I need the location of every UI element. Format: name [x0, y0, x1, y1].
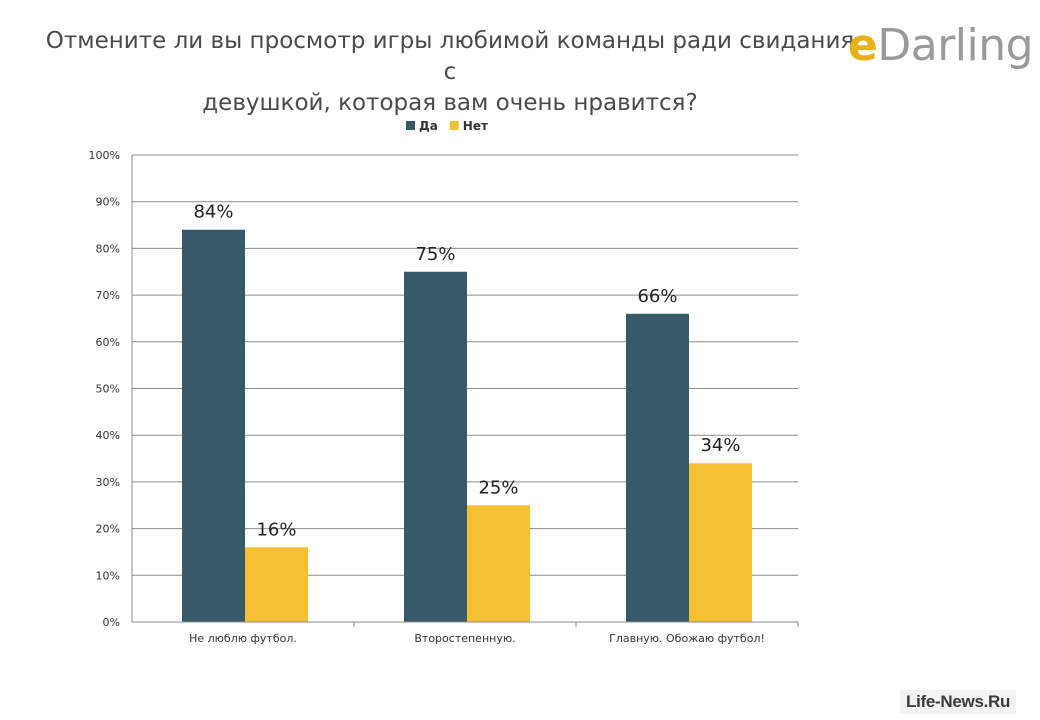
legend-label-da: Да — [419, 119, 438, 133]
chart-title-line-2: девушкой, которая вам очень нравится? — [202, 90, 698, 116]
edarling-logo: eDarling — [848, 20, 1034, 71]
y-tick-label: 100% — [89, 149, 120, 162]
legend-swatch-da — [406, 121, 415, 130]
y-tick-label: 40% — [96, 429, 120, 442]
y-tick-label: 20% — [96, 523, 120, 536]
data-label: 16% — [256, 519, 296, 540]
y-tick-label: 90% — [96, 196, 120, 209]
bar-net-1 — [245, 547, 308, 622]
legend-swatch-net — [449, 121, 459, 130]
legend: Да Нет — [406, 119, 488, 133]
y-tick-label: 80% — [96, 242, 120, 255]
legend-label-net: Нет — [463, 119, 488, 133]
bar-net-2 — [467, 505, 530, 622]
y-tick-label: 30% — [96, 476, 120, 489]
data-labels: 84% 16% 75% 25% 66% 34% — [193, 202, 740, 541]
x-axis: Не люблю футбол. Второстепенную. Главную. … — [131, 155, 799, 645]
data-label: 25% — [478, 477, 518, 498]
x-category-label: Не люблю футбол. — [189, 632, 297, 645]
y-tick-label: 70% — [96, 289, 120, 302]
data-label: 66% — [637, 286, 677, 307]
y-tick-label: 50% — [96, 383, 120, 396]
y-tick-label: 0% — [103, 616, 120, 629]
bars — [182, 229, 752, 622]
logo-rest: Darling — [877, 20, 1034, 71]
data-label: 34% — [700, 435, 740, 456]
x-category-label: Главную. Обожаю футбол! — [609, 632, 765, 645]
y-tick-label: 60% — [96, 336, 120, 349]
data-label: 75% — [415, 244, 455, 265]
chart-title-line-1: Отмените ли вы просмотр игры любимой ком… — [45, 28, 855, 85]
bar-da-1 — [182, 229, 245, 622]
bar-da-3 — [626, 313, 689, 622]
watermark: Life-News.Ru — [900, 690, 1017, 714]
x-category-label: Второстепенную. — [414, 632, 515, 645]
logo-e: e — [848, 20, 878, 71]
bar-da-2 — [404, 271, 467, 622]
y-axis-ticks: 0% 10% 20% 30% 40% 50% 60% 70% 80% 90% 100% — [89, 149, 120, 629]
y-tick-label: 10% — [96, 569, 120, 582]
chart-title: Отмените ли вы просмотр игры любимой ком… — [40, 26, 860, 119]
data-label: 84% — [193, 202, 233, 223]
bar-net-3 — [689, 463, 752, 622]
